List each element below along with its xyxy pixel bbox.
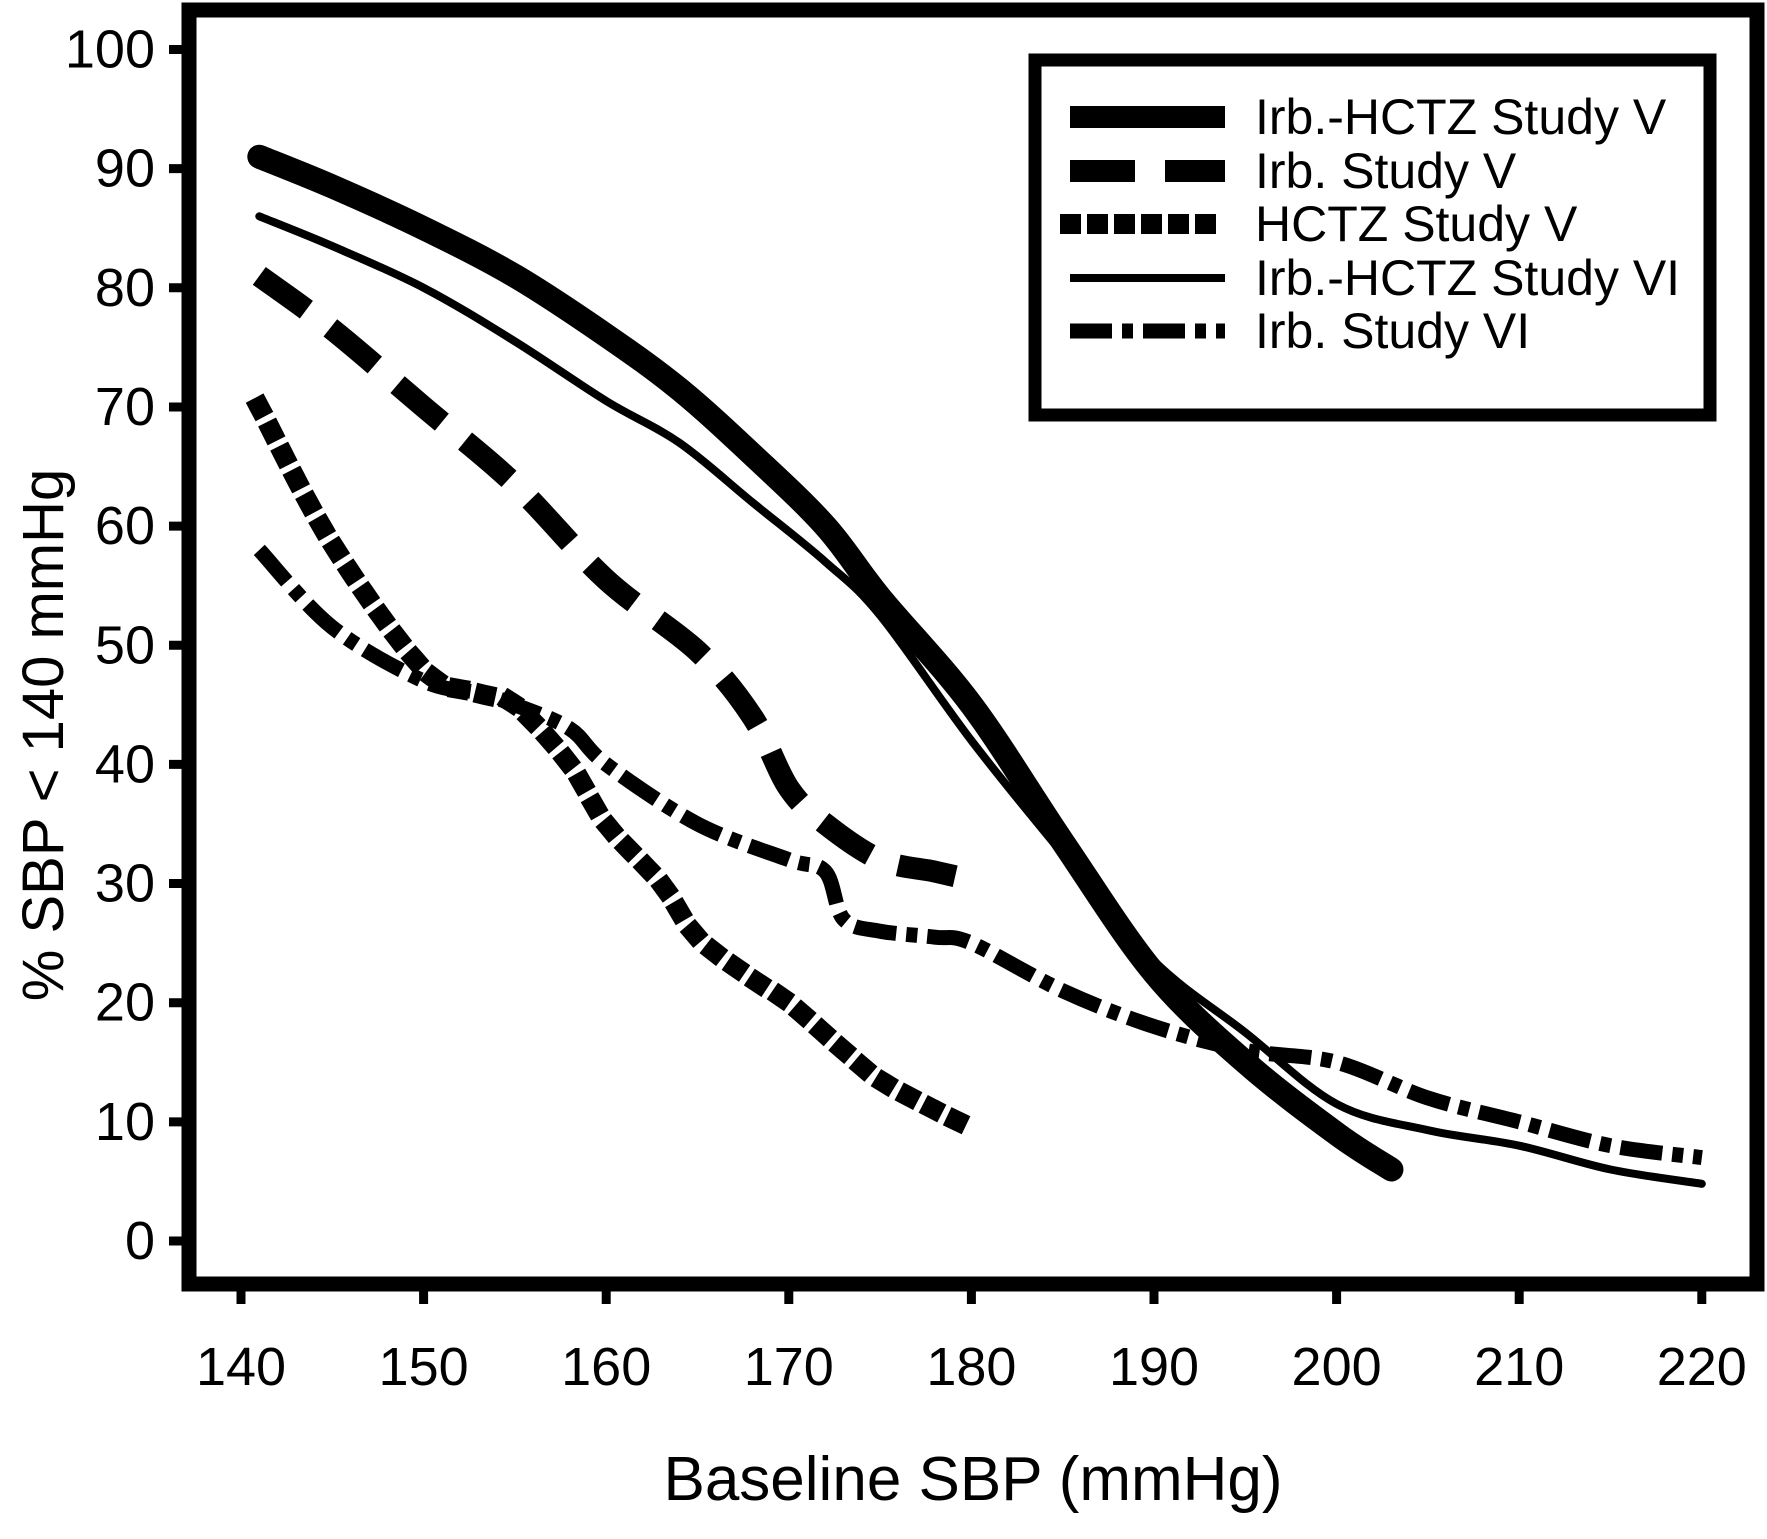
svg-text:220: 220 [1657, 1337, 1747, 1397]
svg-text:% SBP < 140 mmHg: % SBP < 140 mmHg [11, 469, 76, 1001]
svg-text:10: 10 [95, 1092, 155, 1152]
svg-text:Irb. Study VI: Irb. Study VI [1255, 303, 1530, 359]
svg-text:200: 200 [1292, 1337, 1382, 1397]
svg-text:HCTZ Study V: HCTZ Study V [1255, 196, 1578, 252]
svg-text:80: 80 [95, 258, 155, 318]
svg-text:160: 160 [561, 1337, 651, 1397]
svg-text:210: 210 [1474, 1337, 1564, 1397]
svg-text:40: 40 [95, 734, 155, 794]
svg-text:60: 60 [95, 496, 155, 556]
svg-text:70: 70 [95, 377, 155, 437]
svg-text:150: 150 [379, 1337, 469, 1397]
svg-text:Irb. Study V: Irb. Study V [1255, 143, 1517, 199]
svg-text:190: 190 [1109, 1337, 1199, 1397]
svg-text:140: 140 [196, 1337, 286, 1397]
svg-text:170: 170 [744, 1337, 834, 1397]
svg-text:180: 180 [926, 1337, 1016, 1397]
svg-text:0: 0 [125, 1211, 155, 1271]
svg-text:90: 90 [95, 139, 155, 199]
svg-text:20: 20 [95, 973, 155, 1033]
svg-text:Irb.-HCTZ Study V: Irb.-HCTZ Study V [1255, 89, 1667, 145]
svg-text:Irb.-HCTZ Study VI: Irb.-HCTZ Study VI [1255, 250, 1680, 306]
svg-text:30: 30 [95, 854, 155, 914]
svg-text:100: 100 [65, 20, 155, 80]
svg-text:Baseline SBP (mmHg): Baseline SBP (mmHg) [663, 1445, 1282, 1514]
svg-text:50: 50 [95, 615, 155, 675]
